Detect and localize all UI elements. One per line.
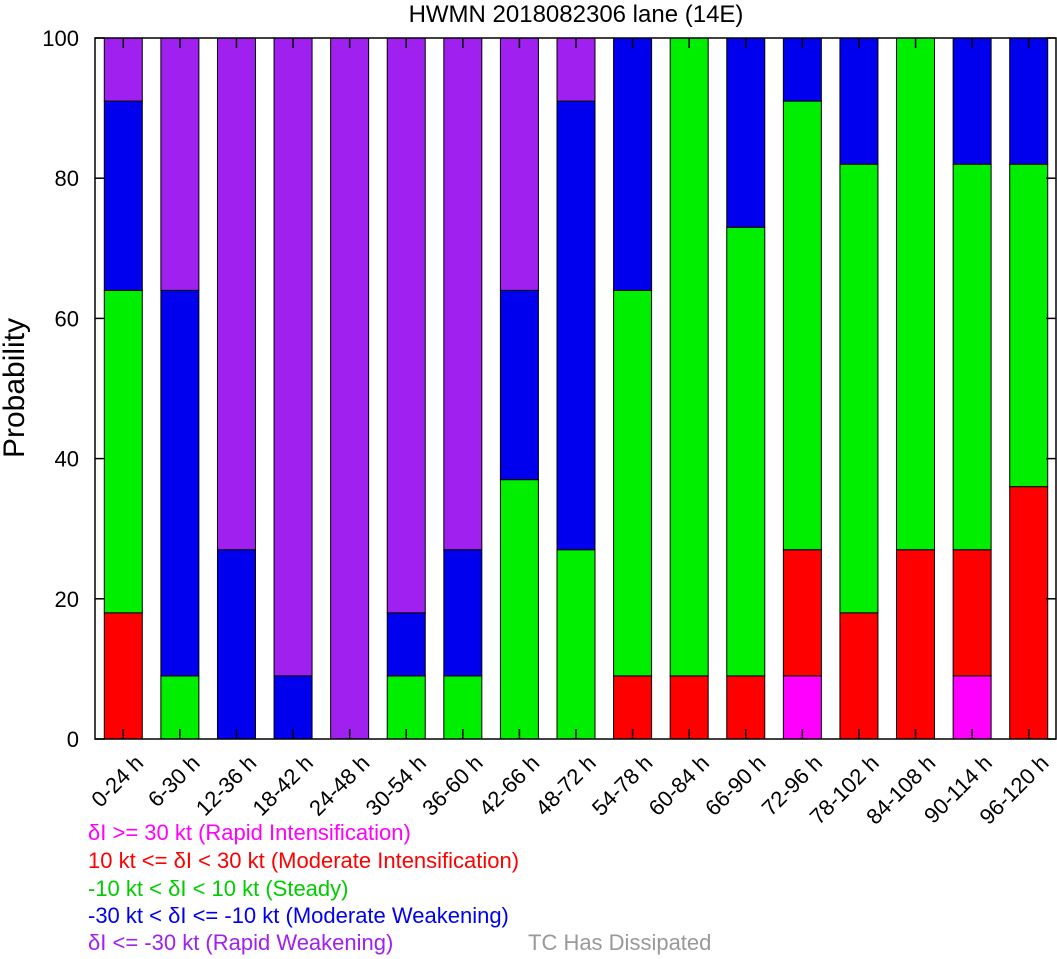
bar-54-78-h-series-2 [613, 289, 653, 677]
legend-item-steady: -10 kt < δI < 10 kt (Steady) [88, 876, 349, 901]
bar-48-72-h-series-2 [556, 549, 596, 740]
bar-60-84-h-series-2 [669, 37, 709, 677]
bar-0-24-h-series-1 [103, 612, 143, 740]
bar-36-60-h-series-3 [443, 549, 483, 677]
x-tick-label-12-36-h: 12-36 h [191, 750, 261, 820]
bar-72-96-h-series-3 [782, 37, 822, 102]
bar-90-114-h-series-1 [952, 549, 992, 677]
legend-item-moderate-weakening: -30 kt < δI <= -10 kt (Moderate Weakenin… [88, 903, 509, 928]
x-tick-label-0-24-h: 0-24 h [86, 750, 148, 812]
x-tick-label-42-66-h: 42-66 h [474, 750, 544, 820]
bar-72-96-h-series-0 [782, 675, 822, 740]
bar-84-108-h-series-1 [896, 549, 936, 740]
bar-48-72-h-series-3 [556, 100, 596, 551]
bar-18-42-h-series-4 [273, 37, 313, 677]
bar-72-96-h-series-1 [782, 549, 822, 677]
x-tick-label-30-54-h: 30-54 h [361, 750, 431, 820]
bar-66-90-h-series-2 [726, 226, 766, 677]
legend-item-dissipated: TC Has Dissipated [528, 930, 712, 955]
bar-90-114-h-series-0 [952, 675, 992, 740]
bar-84-108-h-series-2 [896, 37, 936, 551]
bar-12-36-h-series-3 [216, 549, 256, 740]
bar-96-120-h-series-2 [1009, 163, 1049, 488]
bar-6-30-h-series-3 [160, 289, 200, 677]
bar-0-24-h-series-4 [103, 37, 143, 102]
y-tick-label-80: 80 [55, 166, 79, 191]
bar-78-102-h-series-1 [839, 612, 879, 740]
bar-90-114-h-series-3 [952, 37, 992, 165]
chart-title: HWMN 2018082306 lane (14E) [409, 1, 744, 28]
bar-6-30-h-series-2 [160, 675, 200, 740]
bar-54-78-h-series-3 [613, 37, 653, 291]
bar-78-102-h-series-2 [839, 163, 879, 614]
y-axis-label: Probability [0, 318, 31, 458]
bar-66-90-h-series-3 [726, 37, 766, 228]
bar-24-48-h-series-4 [330, 37, 370, 740]
x-tick-label-48-72-h: 48-72 h [530, 750, 600, 820]
x-tick-label-66-90-h: 66-90 h [700, 750, 770, 820]
x-tick-label-54-78-h: 54-78 h [587, 750, 657, 820]
bar-6-30-h-series-4 [160, 37, 200, 291]
x-tick-label-36-60-h: 36-60 h [417, 750, 487, 820]
bar-42-66-h-series-4 [499, 37, 539, 291]
x-tick-label-24-48-h: 24-48 h [304, 750, 374, 820]
x-tick-label-60-84-h: 60-84 h [644, 750, 714, 820]
bar-72-96-h-series-2 [782, 100, 822, 551]
bar-12-36-h-series-4 [216, 37, 256, 551]
bar-30-54-h-series-3 [386, 612, 426, 677]
bar-36-60-h-series-4 [443, 37, 483, 551]
legend-item-rapid-intensification: δI >= 30 kt (Rapid Intensification) [88, 820, 411, 845]
bar-42-66-h-series-3 [499, 289, 539, 481]
bar-0-24-h-series-3 [103, 100, 143, 291]
bar-60-84-h-series-1 [669, 675, 709, 740]
y-tick-label-20: 20 [55, 587, 79, 612]
bar-42-66-h-series-2 [499, 479, 539, 740]
x-tick-label-18-42-h: 18-42 h [247, 750, 317, 820]
bar-90-114-h-series-2 [952, 163, 992, 551]
y-tick-label-60: 60 [55, 306, 79, 331]
legend-item-rapid-weakening: δI <= -30 kt (Rapid Weakening) [88, 930, 394, 955]
legend-item-moderate-intensification: 10 kt <= δI < 30 kt (Moderate Intensific… [88, 848, 520, 873]
bar-78-102-h-series-3 [839, 37, 879, 165]
bar-48-72-h-series-4 [556, 37, 596, 102]
bar-30-54-h-series-4 [386, 37, 426, 614]
bar-96-120-h-series-3 [1009, 37, 1049, 165]
bar-30-54-h-series-2 [386, 675, 426, 740]
y-tick-label-100: 100 [42, 26, 79, 51]
y-tick-label-40: 40 [55, 447, 79, 472]
y-tick-label-0: 0 [67, 727, 79, 752]
bar-96-120-h-series-1 [1009, 486, 1049, 740]
bar-0-24-h-series-2 [103, 289, 143, 614]
